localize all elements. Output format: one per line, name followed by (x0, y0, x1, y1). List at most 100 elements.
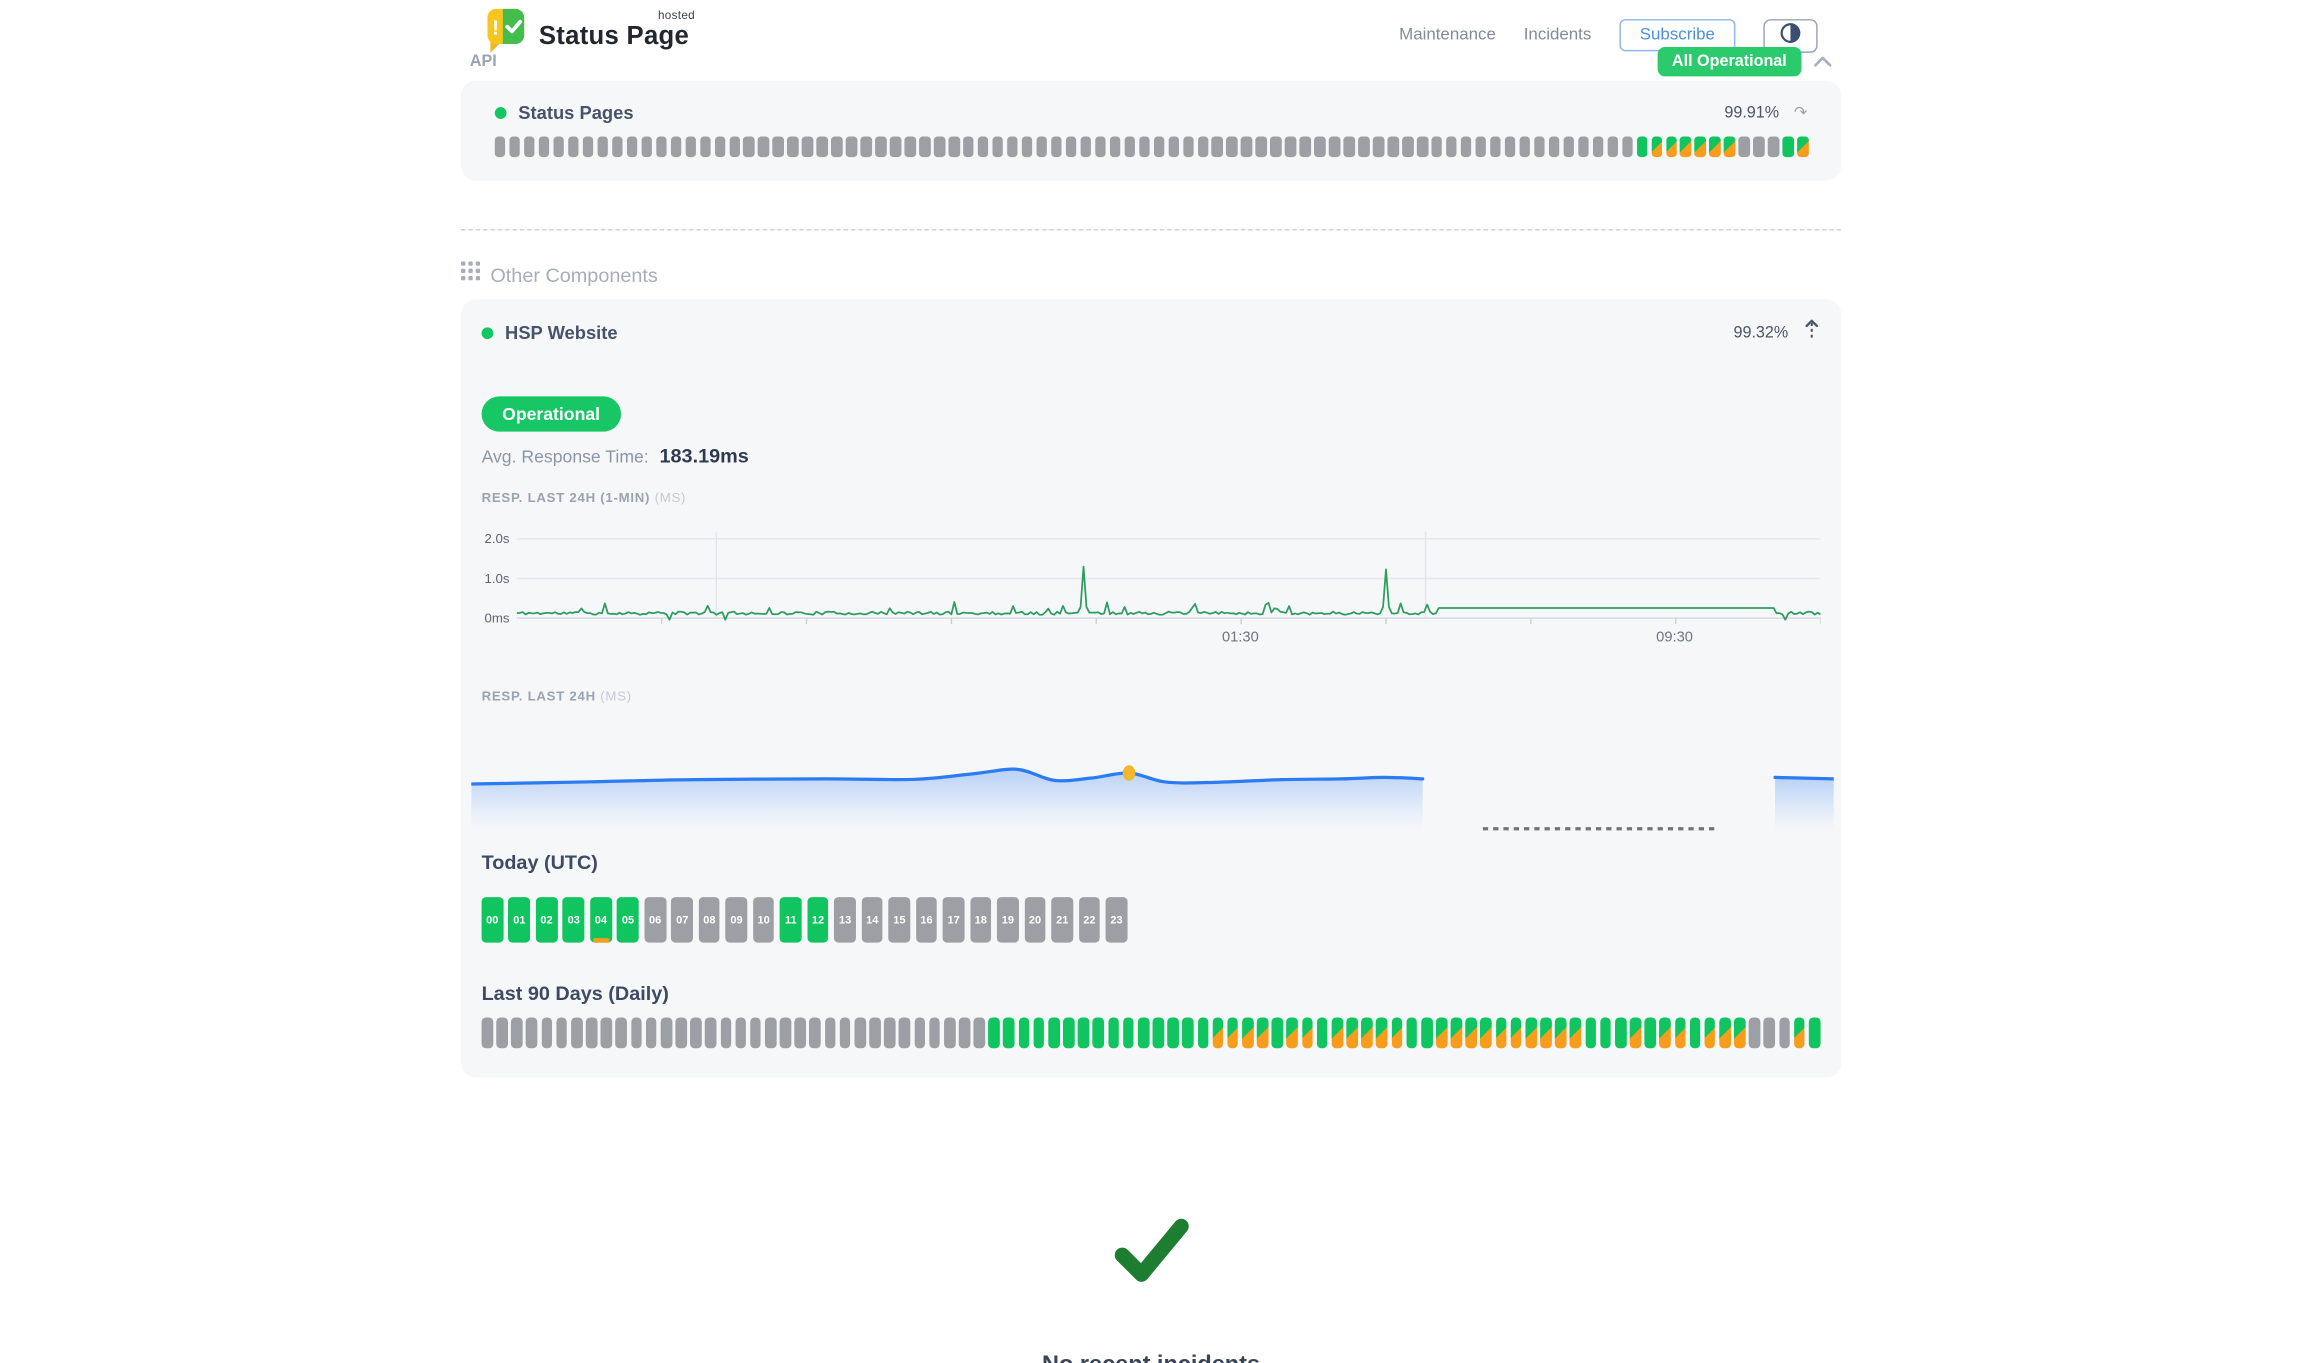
uptime-bar[interactable] (1636, 136, 1648, 158)
uptime-bar[interactable] (869, 1017, 881, 1049)
uptime-bar[interactable] (1182, 1017, 1194, 1049)
uptime-bar[interactable] (1592, 136, 1604, 158)
uptime-bar[interactable] (764, 1017, 777, 1049)
uptime-bar[interactable] (1078, 1017, 1090, 1049)
hour-block-14[interactable]: 14 (861, 897, 883, 943)
hour-block-17[interactable]: 17 (942, 897, 965, 943)
uptime-bar[interactable] (1480, 1017, 1492, 1049)
uptime-bar[interactable] (809, 1017, 821, 1049)
uptime-bar[interactable] (1694, 136, 1706, 158)
uptime-bar[interactable] (1124, 136, 1136, 158)
uptime-bar[interactable] (1749, 1017, 1761, 1049)
hour-block-09[interactable]: 09 (725, 897, 748, 943)
uptime-bar[interactable] (1285, 136, 1297, 158)
uptime-bar[interactable] (914, 1017, 926, 1049)
uptime-bar[interactable] (645, 1017, 657, 1049)
uptime-bar[interactable] (1197, 1017, 1209, 1049)
uptime-bar[interactable] (611, 136, 623, 158)
uptime-bar[interactable] (860, 136, 872, 158)
uptime-bar[interactable] (541, 1017, 553, 1049)
uptime-bar[interactable] (1316, 1017, 1328, 1049)
hour-block-01[interactable]: 01 (508, 897, 531, 943)
uptime-bar[interactable] (1709, 136, 1721, 158)
uptime-bar[interactable] (919, 136, 931, 158)
uptime-bar[interactable] (1256, 1017, 1269, 1049)
uptime-bar[interactable] (779, 1017, 792, 1049)
uptime-bar[interactable] (1585, 1017, 1597, 1049)
uptime-bar[interactable] (1168, 136, 1180, 158)
hour-block-15[interactable]: 15 (888, 897, 911, 943)
hour-block-10[interactable]: 10 (752, 897, 775, 943)
uptime-bar[interactable] (660, 1017, 672, 1049)
hour-block-16[interactable]: 16 (915, 897, 938, 943)
arrow-up-icon[interactable] (1803, 319, 1821, 348)
hour-block-21[interactable]: 21 (1051, 897, 1073, 943)
uptime-bar[interactable] (802, 136, 814, 158)
uptime-bar[interactable] (1018, 1017, 1030, 1049)
uptime-bar[interactable] (1036, 136, 1048, 158)
uptime-bar[interactable] (904, 136, 916, 158)
uptime-bar[interactable] (1465, 1017, 1477, 1049)
hour-block-12[interactable]: 12 (807, 897, 829, 943)
uptime-bar[interactable] (626, 136, 638, 158)
uptime-bar[interactable] (831, 136, 843, 158)
uptime-bar[interactable] (1555, 1017, 1567, 1049)
uptime-bar[interactable] (1435, 1017, 1448, 1049)
uptime-bar[interactable] (1416, 136, 1428, 158)
uptime-bar[interactable] (1211, 136, 1223, 158)
uptime-bar[interactable] (1644, 1017, 1656, 1049)
uptime-bar[interactable] (1460, 136, 1472, 158)
uptime-bar[interactable] (1738, 136, 1750, 158)
uptime-bar[interactable] (943, 1017, 956, 1049)
uptime-bar[interactable] (1372, 136, 1384, 158)
uptime-bar[interactable] (699, 136, 711, 158)
uptime-bar[interactable] (690, 1017, 702, 1049)
uptime-bar[interactable] (1753, 136, 1765, 158)
uptime-bar[interactable] (933, 136, 945, 158)
uptime-bar[interactable] (1548, 136, 1560, 158)
response-time-area-chart[interactable] (471, 712, 1834, 833)
uptime-bar[interactable] (1241, 136, 1253, 158)
uptime-bar[interactable] (1212, 1017, 1224, 1049)
hour-block-13[interactable]: 13 (834, 897, 856, 943)
uptime-bar[interactable] (1510, 1017, 1522, 1049)
refresh-icon[interactable]: ↷ (1793, 103, 1808, 122)
uptime-bar[interactable] (1651, 136, 1663, 158)
uptime-bar[interactable] (1361, 1017, 1373, 1049)
uptime-bar[interactable] (1007, 136, 1019, 158)
uptime-bar[interactable] (1450, 1017, 1463, 1049)
uptime-bar[interactable] (794, 1017, 806, 1049)
uptime-bar[interactable] (1314, 136, 1326, 158)
response-time-line-chart[interactable]: 2.0s 1.0s 0ms 01:30 09:30 (482, 524, 1821, 653)
hour-block-00[interactable]: 00 (481, 897, 503, 943)
theme-toggle-button[interactable] (1763, 18, 1818, 53)
uptime-bar[interactable] (1301, 1017, 1313, 1049)
uptime-bar[interactable] (1768, 136, 1780, 158)
uptime-bar[interactable] (1719, 1017, 1731, 1049)
uptime-bar[interactable] (571, 1017, 583, 1049)
uptime-bar[interactable] (1226, 136, 1238, 158)
uptime-bar[interactable] (685, 136, 697, 158)
uptime-bar[interactable] (1665, 136, 1677, 158)
uptime-bar[interactable] (494, 136, 506, 158)
uptime-bar[interactable] (1614, 1017, 1627, 1049)
uptime-bar[interactable] (787, 136, 799, 158)
hour-block-19[interactable]: 19 (997, 897, 1019, 943)
uptime-bar[interactable] (988, 1017, 1000, 1049)
uptime-bar[interactable] (705, 1017, 717, 1049)
uptime-bar[interactable] (720, 1017, 732, 1049)
uptime-bar[interactable] (1065, 136, 1077, 158)
uptime-bar[interactable] (585, 1017, 598, 1049)
uptime-bar[interactable] (1504, 136, 1516, 158)
uptime-bar[interactable] (1680, 136, 1692, 158)
hour-block-23[interactable]: 23 (1105, 897, 1128, 943)
uptime-bar[interactable] (1402, 136, 1414, 158)
uptime-bar[interactable] (839, 1017, 851, 1049)
uptime-bar[interactable] (846, 136, 858, 158)
uptime-bar[interactable] (1431, 136, 1443, 158)
uptime-bar[interactable] (1391, 1017, 1403, 1049)
uptime-bar[interactable] (675, 1017, 687, 1049)
hour-block-03[interactable]: 03 (562, 897, 585, 943)
uptime-bar[interactable] (1063, 1017, 1075, 1049)
uptime-bar[interactable] (928, 1017, 941, 1049)
